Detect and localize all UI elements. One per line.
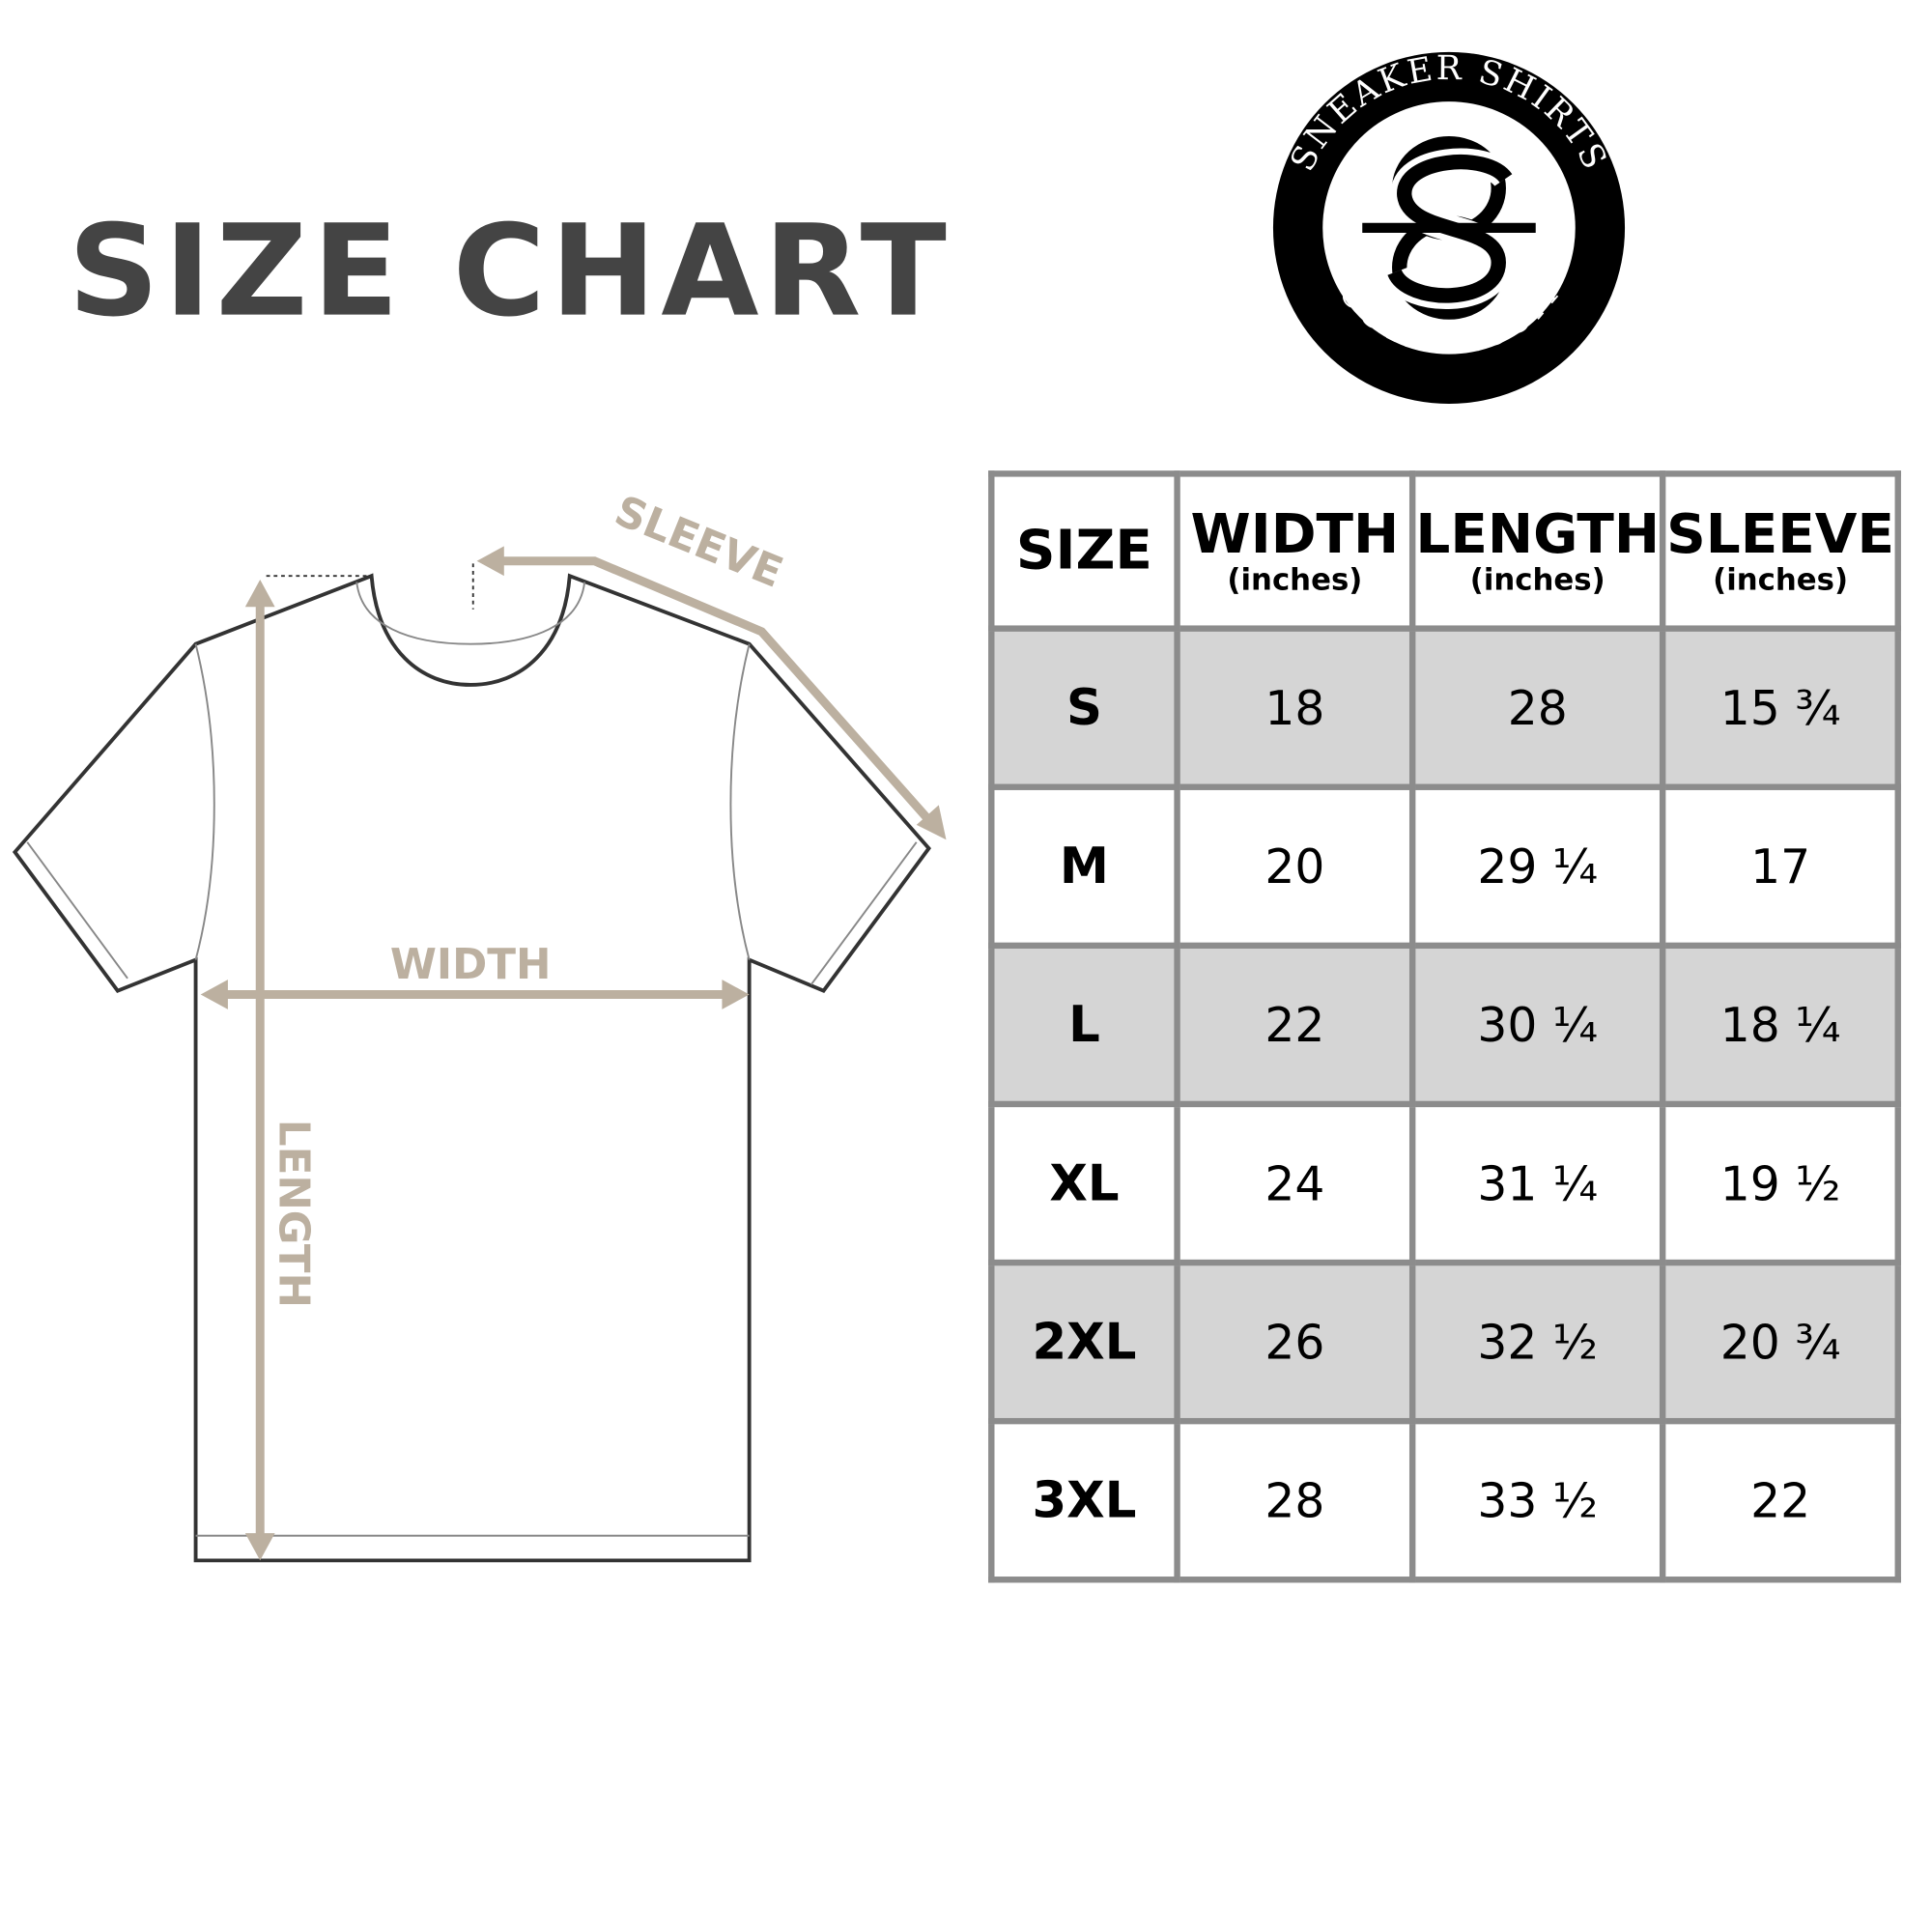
page-title: SIZE CHART: [68, 198, 952, 346]
cell-width: 22: [1174, 942, 1416, 1108]
cell-width: 24: [1174, 1100, 1416, 1266]
sleeve-arrow: [489, 556, 941, 833]
header-width: WIDTH (inches): [1174, 470, 1416, 632]
table-row: 3XL 28 33 ½ 22: [988, 1417, 1902, 1583]
monogram-icon: [1362, 136, 1536, 320]
cell-size: 3XL: [988, 1417, 1180, 1583]
cell-size: XL: [988, 1100, 1180, 1266]
table-row: XL 24 31 ¼ 19 ½: [988, 1100, 1902, 1266]
cell-length: 29 ¼: [1408, 783, 1666, 950]
cell-width: 26: [1174, 1259, 1416, 1425]
cell-sleeve: 19 ½: [1660, 1100, 1902, 1266]
cell-width: 28: [1174, 1417, 1416, 1583]
cell-size: L: [988, 942, 1180, 1108]
header-sleeve: SLEEVE (inches): [1660, 470, 1902, 632]
cell-size: 2XL: [988, 1259, 1180, 1425]
header-row: SIZE WIDTH (inches) LENGTH (inches) SLEEVE…: [988, 470, 1902, 632]
cell-length: 33 ½: [1408, 1417, 1666, 1583]
length-label: LENGTH: [270, 1120, 318, 1308]
header-size: SIZE: [988, 470, 1180, 632]
table-row: 2XL 26 32 ½ 20 ¾: [988, 1259, 1902, 1425]
width-label: WIDTH: [390, 941, 552, 989]
cell-sleeve: 18 ¼: [1660, 942, 1902, 1108]
cell-sleeve: 17: [1660, 783, 1902, 950]
cell-length: 31 ¼: [1408, 1100, 1666, 1266]
cell-length: 28: [1408, 625, 1666, 790]
cell-sleeve: 20 ¾: [1660, 1259, 1902, 1425]
cell-size: S: [988, 625, 1180, 790]
cell-width: 20: [1174, 783, 1416, 950]
table-row: M 20 29 ¼ 17: [988, 783, 1902, 950]
measurement-arrows: [200, 546, 947, 1561]
size-table: SIZE WIDTH (inches) LENGTH (inches) SLEEVE…: [988, 470, 1902, 1583]
table-row: L 22 30 ¼ 18 ¼: [988, 942, 1902, 1108]
cell-length: 30 ¼: [1408, 942, 1666, 1108]
cell-length: 32 ½: [1408, 1259, 1666, 1425]
tshirt-outline: [12, 573, 932, 1563]
cell-sleeve: 15 ¾: [1660, 625, 1902, 790]
cell-width: 18: [1174, 625, 1416, 790]
cell-size: M: [988, 783, 1180, 950]
header-length: LENGTH (inches): [1408, 470, 1666, 632]
cell-sleeve: 22: [1660, 1417, 1902, 1583]
tshirt-diagram: WIDTH LENGTH SLEEVE: [12, 496, 947, 1563]
table-row: S 18 28 15 ¾: [988, 625, 1902, 790]
brand-logo: SNEAKER SHIRTS OUTLET.COM: [1272, 49, 1626, 404]
